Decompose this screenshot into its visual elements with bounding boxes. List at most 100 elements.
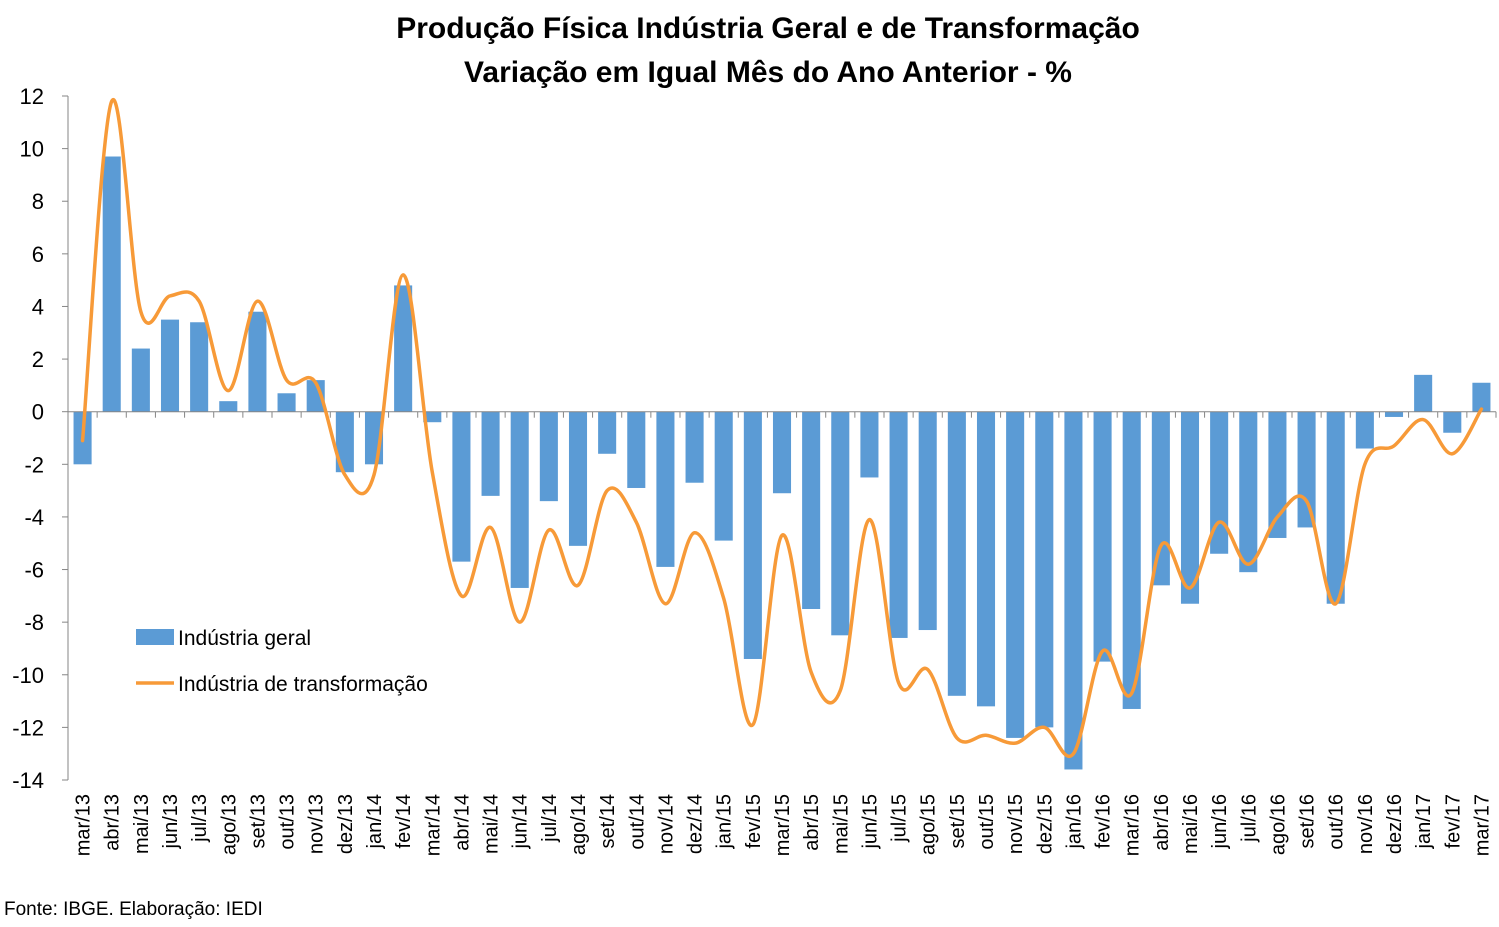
x-tick-label: out/15 (976, 794, 998, 850)
legend: Indústria geral Indústria de transformaç… (136, 627, 428, 696)
x-tick-label: mai/16 (1180, 794, 1202, 854)
bar (160, 319, 180, 412)
bar (335, 411, 354, 473)
x-tick-label: mai/14 (481, 794, 503, 854)
x-tick-label: jul/15 (889, 794, 911, 843)
x-tick-label: jan/15 (714, 794, 736, 850)
x-tick-label: nov/14 (655, 794, 677, 854)
x-tick-label: dez/15 (1034, 794, 1056, 854)
chart-subtitle: Variação em Igual Mês do Ano Anterior - … (464, 56, 1072, 89)
bar (598, 411, 617, 454)
x-tick-label: jul/13 (189, 794, 211, 843)
y-tick-label: 8 (32, 189, 44, 214)
bar (1443, 411, 1462, 433)
bar (860, 411, 879, 478)
bar (510, 411, 529, 588)
y-tick-label: 12 (20, 84, 44, 109)
bar (568, 411, 588, 546)
x-tick-label: set/16 (1297, 794, 1319, 848)
bar (248, 311, 267, 412)
bar (277, 393, 296, 412)
bar (394, 285, 413, 412)
bar (219, 401, 238, 412)
bar (102, 156, 121, 412)
x-tick-label: nov/15 (1005, 794, 1027, 854)
bar (772, 411, 792, 494)
x-tick-label: jun/16 (1209, 794, 1231, 850)
x-tick-label: ago/16 (1267, 794, 1289, 855)
x-axis: mar/13 abr/13 mai/13 jun/13 jul/13 ago/13 set/… (67, 411, 1497, 856)
bar (976, 411, 996, 707)
bar (1151, 411, 1170, 586)
x-tick-label: nov/16 (1355, 794, 1377, 854)
y-tick-label: -10 (12, 663, 44, 688)
x-tick-label: jun/15 (859, 794, 881, 850)
x-tick-label: dez/13 (335, 794, 357, 854)
x-tick-label: fev/15 (743, 794, 765, 848)
bar (1268, 411, 1287, 538)
x-tick-label: abr/15 (801, 794, 823, 851)
y-tick-label: -8 (24, 610, 44, 635)
line-series (80, 97, 1484, 758)
legend-swatch-bar (136, 629, 174, 645)
x-tick-label: mar/17 (1471, 794, 1493, 856)
x-tick-label: ago/13 (218, 794, 240, 855)
y-tick-label: -6 (24, 558, 44, 583)
x-tick-label: mai/13 (131, 794, 153, 854)
bar (190, 322, 209, 412)
legend-label-line: Indústria de transformação (178, 673, 428, 696)
x-tick-label: jul/14 (539, 794, 561, 843)
bar (656, 411, 675, 567)
x-tick-label: set/14 (597, 794, 619, 848)
y-tick-label: -14 (12, 768, 44, 793)
bar (1180, 411, 1200, 604)
x-tick-label: set/13 (247, 794, 269, 848)
y-axis: 12 10 8 6 4 2 0 -2 -4 -6 -8 -10 -12 -14 (12, 84, 69, 793)
bar (1239, 411, 1258, 573)
bar (1326, 411, 1345, 604)
y-tick-label: -2 (24, 452, 44, 477)
bar (131, 348, 150, 412)
x-tick-label: jan/17 (1413, 794, 1435, 850)
bar (423, 411, 442, 423)
y-tick-label: 10 (20, 137, 44, 162)
x-tick-label: mar/16 (1122, 794, 1144, 856)
x-tick-label: abr/16 (1151, 794, 1173, 851)
bar (918, 411, 937, 631)
chart-title: Produção Física Indústria Geral e de Tra… (396, 12, 1140, 45)
x-tick-label: jan/16 (1063, 794, 1085, 850)
bar (1035, 411, 1054, 728)
bar (1210, 411, 1229, 554)
bar (1297, 411, 1316, 528)
x-tick-label: out/16 (1326, 794, 1348, 850)
x-tick-label: abr/13 (102, 794, 124, 851)
x-tick-label: dez/14 (685, 794, 707, 854)
bar (1472, 382, 1491, 412)
x-tick-label: ago/14 (568, 794, 590, 855)
bar (306, 380, 325, 412)
x-tick-label: mar/15 (772, 794, 794, 856)
bar (889, 411, 908, 638)
x-tick-label: fev/16 (1093, 794, 1115, 848)
bar (452, 411, 471, 562)
x-tick-label: mar/13 (73, 794, 95, 856)
bar (1355, 411, 1374, 449)
bar (1064, 411, 1083, 770)
y-tick-label: -4 (24, 505, 44, 530)
bar (743, 411, 762, 659)
x-tick-label: mar/14 (422, 794, 444, 856)
y-tick-label: 4 (32, 294, 44, 319)
bar (481, 411, 500, 496)
bar (1414, 374, 1433, 412)
bar (1093, 411, 1112, 662)
x-tick-label: jun/14 (510, 794, 532, 850)
x-tick-label: fev/17 (1442, 794, 1464, 848)
bar (1122, 411, 1141, 709)
y-tick-label: -12 (12, 715, 44, 740)
bar (627, 411, 646, 488)
bar (714, 411, 733, 541)
legend-label-bar: Indústria geral (178, 627, 311, 650)
x-tick-label: jun/13 (160, 794, 182, 850)
x-tick-label: abr/14 (451, 794, 473, 851)
